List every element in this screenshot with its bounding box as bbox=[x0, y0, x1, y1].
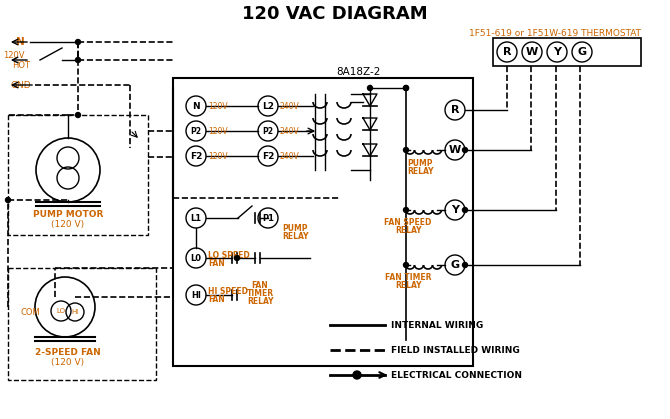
Text: 8A18Z-2: 8A18Z-2 bbox=[336, 67, 380, 77]
Circle shape bbox=[76, 112, 80, 117]
Circle shape bbox=[403, 85, 409, 91]
Text: RELAY: RELAY bbox=[395, 225, 421, 235]
Circle shape bbox=[462, 147, 468, 153]
Circle shape bbox=[5, 197, 11, 202]
Circle shape bbox=[403, 147, 409, 153]
Text: FIELD INSTALLED WIRING: FIELD INSTALLED WIRING bbox=[391, 346, 520, 354]
Text: P2: P2 bbox=[263, 127, 273, 135]
Text: RELAY: RELAY bbox=[247, 297, 273, 305]
Circle shape bbox=[403, 262, 409, 267]
Text: ELECTRICAL CONNECTION: ELECTRICAL CONNECTION bbox=[391, 370, 522, 380]
Text: 240V: 240V bbox=[280, 152, 299, 160]
Bar bbox=[493, 38, 641, 66]
Text: F2: F2 bbox=[190, 152, 202, 160]
Text: Y: Y bbox=[553, 47, 561, 57]
Bar bbox=[8, 115, 148, 235]
Text: RELAY: RELAY bbox=[395, 280, 421, 290]
Text: L0: L0 bbox=[190, 253, 202, 262]
Circle shape bbox=[462, 262, 468, 267]
Text: N: N bbox=[192, 101, 200, 111]
Text: RELAY: RELAY bbox=[282, 232, 308, 241]
Text: 2-SPEED FAN: 2-SPEED FAN bbox=[35, 347, 101, 357]
Text: P1: P1 bbox=[262, 214, 274, 222]
Circle shape bbox=[462, 207, 468, 212]
Text: (120 V): (120 V) bbox=[52, 220, 84, 228]
Bar bbox=[173, 78, 473, 366]
Text: G: G bbox=[578, 47, 586, 57]
Text: HI SPEED: HI SPEED bbox=[208, 287, 248, 295]
Circle shape bbox=[403, 207, 409, 212]
Text: 120V: 120V bbox=[208, 101, 228, 111]
Text: 240V: 240V bbox=[280, 127, 299, 135]
Text: LO SPEED: LO SPEED bbox=[208, 251, 250, 259]
Text: HOT: HOT bbox=[12, 62, 30, 70]
Circle shape bbox=[76, 57, 80, 62]
Text: FAN SPEED: FAN SPEED bbox=[385, 217, 431, 227]
Text: FAN: FAN bbox=[208, 295, 224, 303]
Text: FAN: FAN bbox=[252, 280, 269, 290]
Text: 240V: 240V bbox=[280, 101, 299, 111]
Text: R: R bbox=[451, 105, 459, 115]
Text: 120V: 120V bbox=[3, 51, 25, 59]
Text: GND: GND bbox=[11, 80, 31, 90]
Text: LO: LO bbox=[56, 308, 66, 314]
Text: L2: L2 bbox=[262, 101, 274, 111]
Text: F2: F2 bbox=[262, 152, 274, 160]
Text: INTERNAL WIRING: INTERNAL WIRING bbox=[391, 321, 483, 329]
Circle shape bbox=[353, 371, 361, 379]
Text: HI: HI bbox=[72, 309, 78, 315]
Text: 120 VAC DIAGRAM: 120 VAC DIAGRAM bbox=[242, 5, 428, 23]
Circle shape bbox=[403, 85, 409, 91]
Text: HI: HI bbox=[191, 290, 201, 300]
Text: (120 V): (120 V) bbox=[52, 357, 84, 367]
Text: 120V: 120V bbox=[208, 152, 228, 160]
Bar bbox=[8, 268, 156, 380]
Text: PUMP MOTOR: PUMP MOTOR bbox=[33, 210, 103, 218]
Text: 1F51-619 or 1F51W-619 THERMOSTAT: 1F51-619 or 1F51W-619 THERMOSTAT bbox=[469, 28, 641, 37]
Text: 120V: 120V bbox=[208, 127, 228, 135]
Text: RELAY: RELAY bbox=[407, 166, 433, 176]
Text: COM: COM bbox=[20, 308, 40, 316]
Text: P2: P2 bbox=[190, 127, 202, 135]
Text: W: W bbox=[526, 47, 538, 57]
Text: FAN TIMER: FAN TIMER bbox=[385, 272, 431, 282]
Text: G: G bbox=[450, 260, 460, 270]
Circle shape bbox=[76, 39, 80, 44]
Text: FAN: FAN bbox=[208, 259, 224, 267]
Text: L1: L1 bbox=[190, 214, 202, 222]
Circle shape bbox=[234, 256, 239, 261]
Circle shape bbox=[368, 85, 373, 91]
Text: PUMP: PUMP bbox=[282, 223, 308, 233]
Text: W: W bbox=[449, 145, 461, 155]
Text: Y: Y bbox=[451, 205, 459, 215]
Text: R: R bbox=[502, 47, 511, 57]
Text: TIMER: TIMER bbox=[247, 289, 273, 297]
Text: PUMP: PUMP bbox=[407, 158, 433, 168]
Text: N: N bbox=[15, 37, 24, 47]
